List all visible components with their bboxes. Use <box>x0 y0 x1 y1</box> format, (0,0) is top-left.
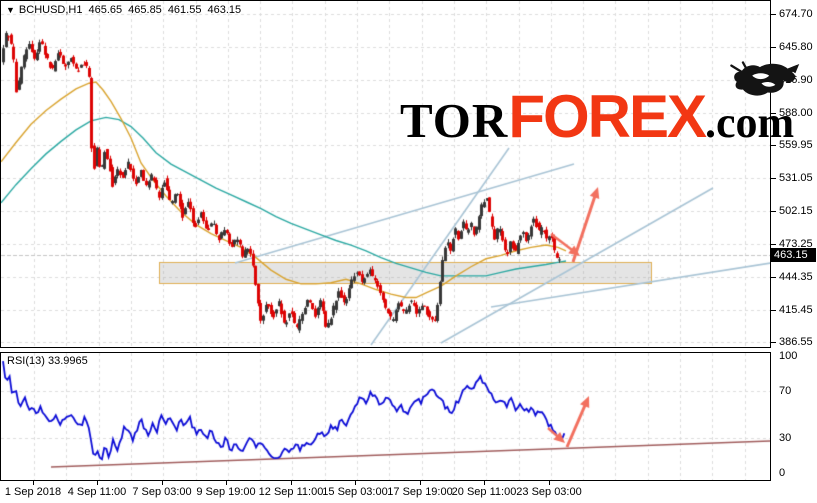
time-axis[interactable]: 1 Sep 2018 4 Sep 11:00 7 Sep 03:00 9 Sep 19… <box>0 481 817 503</box>
price-axis-label: 645.80 <box>779 40 813 53</box>
price-tick <box>771 112 776 114</box>
time-tick <box>484 481 485 485</box>
time-axis-label: 9 Sep 19:00 <box>196 486 256 498</box>
time-axis-label: 12 Sep 11:00 <box>258 486 324 498</box>
rsi-label: RSI(13) 33.9965 <box>7 355 88 367</box>
price-tick <box>771 79 776 81</box>
price-axis-label: 415.45 <box>779 303 813 316</box>
open-value: 465.65 <box>88 4 123 16</box>
time-axis-label: 7 Sep 03:00 <box>132 486 192 498</box>
time-tick <box>162 481 163 485</box>
time-axis-label: 20 Sep 11:00 <box>451 486 517 498</box>
time-axis-label: 17 Sep 19:00 <box>387 486 453 498</box>
symbol-dropdown-icon[interactable]: ▼ <box>6 5 15 15</box>
price-tick <box>771 342 776 344</box>
price-axis-label: 559.95 <box>779 138 813 151</box>
low-value: 461.55 <box>167 4 202 16</box>
price-axis-label: 502.15 <box>779 204 813 217</box>
time-tick <box>420 481 421 485</box>
price-tick <box>771 210 776 212</box>
price-tick <box>771 243 776 245</box>
time-tick <box>33 481 34 485</box>
main-chart-canvas[interactable] <box>1 1 770 347</box>
rsi-axis-label: 70 <box>779 385 792 398</box>
time-axis-label: 23 Sep 03:00 <box>516 486 582 498</box>
current-price-tag: 463.15 <box>771 248 816 263</box>
price-tick <box>771 309 776 311</box>
price-tick <box>771 46 776 48</box>
price-axis-label: 444.35 <box>779 270 813 283</box>
high-value: 465.85 <box>128 4 162 16</box>
rsi-axis-label: 100 <box>779 350 798 362</box>
rsi-chart-canvas[interactable] <box>1 353 770 480</box>
rsi-axis-label: 30 <box>779 431 792 444</box>
time-tick <box>226 481 227 485</box>
time-tick <box>97 481 98 485</box>
rsi-axis-label: 0 <box>779 467 786 479</box>
price-axis-label: 616.90 <box>779 73 813 86</box>
price-axis-label: 473.25 <box>779 237 813 250</box>
price-axis-label: 674.70 <box>779 8 813 20</box>
symbol-info-bar: ▼ BCHUSD,H1 465.65 465.85 461.55 463.15 <box>6 4 247 16</box>
price-axis-label: 531.05 <box>779 171 813 184</box>
time-tick <box>291 481 292 485</box>
price-tick <box>771 144 776 146</box>
price-tick <box>771 177 776 179</box>
time-axis-label: 4 Sep 11:00 <box>67 486 127 498</box>
price-axis-label: 386.55 <box>779 336 813 349</box>
time-axis-label: 1 Sep 2018 <box>4 486 62 498</box>
price-axis-label: 588.00 <box>779 106 813 119</box>
price-tick <box>771 14 776 15</box>
time-tick <box>549 481 550 485</box>
close-value: 463.15 <box>207 4 242 16</box>
time-tick <box>355 481 356 485</box>
price-tick <box>771 276 776 278</box>
symbol-label: BCHUSD,H1 <box>18 4 83 16</box>
main-chart-panel: ▼ BCHUSD,H1 465.65 465.85 461.55 463.15 TOR FO… <box>0 0 800 348</box>
rsi-indicator-panel: RSI(13) 33.9965 <box>0 352 771 481</box>
price-axis[interactable]: 463.15 674.70 645.80 616.90 588.00 559.95 531… <box>771 0 817 481</box>
time-axis-label: 15 Sep 03:00 <box>322 486 388 498</box>
